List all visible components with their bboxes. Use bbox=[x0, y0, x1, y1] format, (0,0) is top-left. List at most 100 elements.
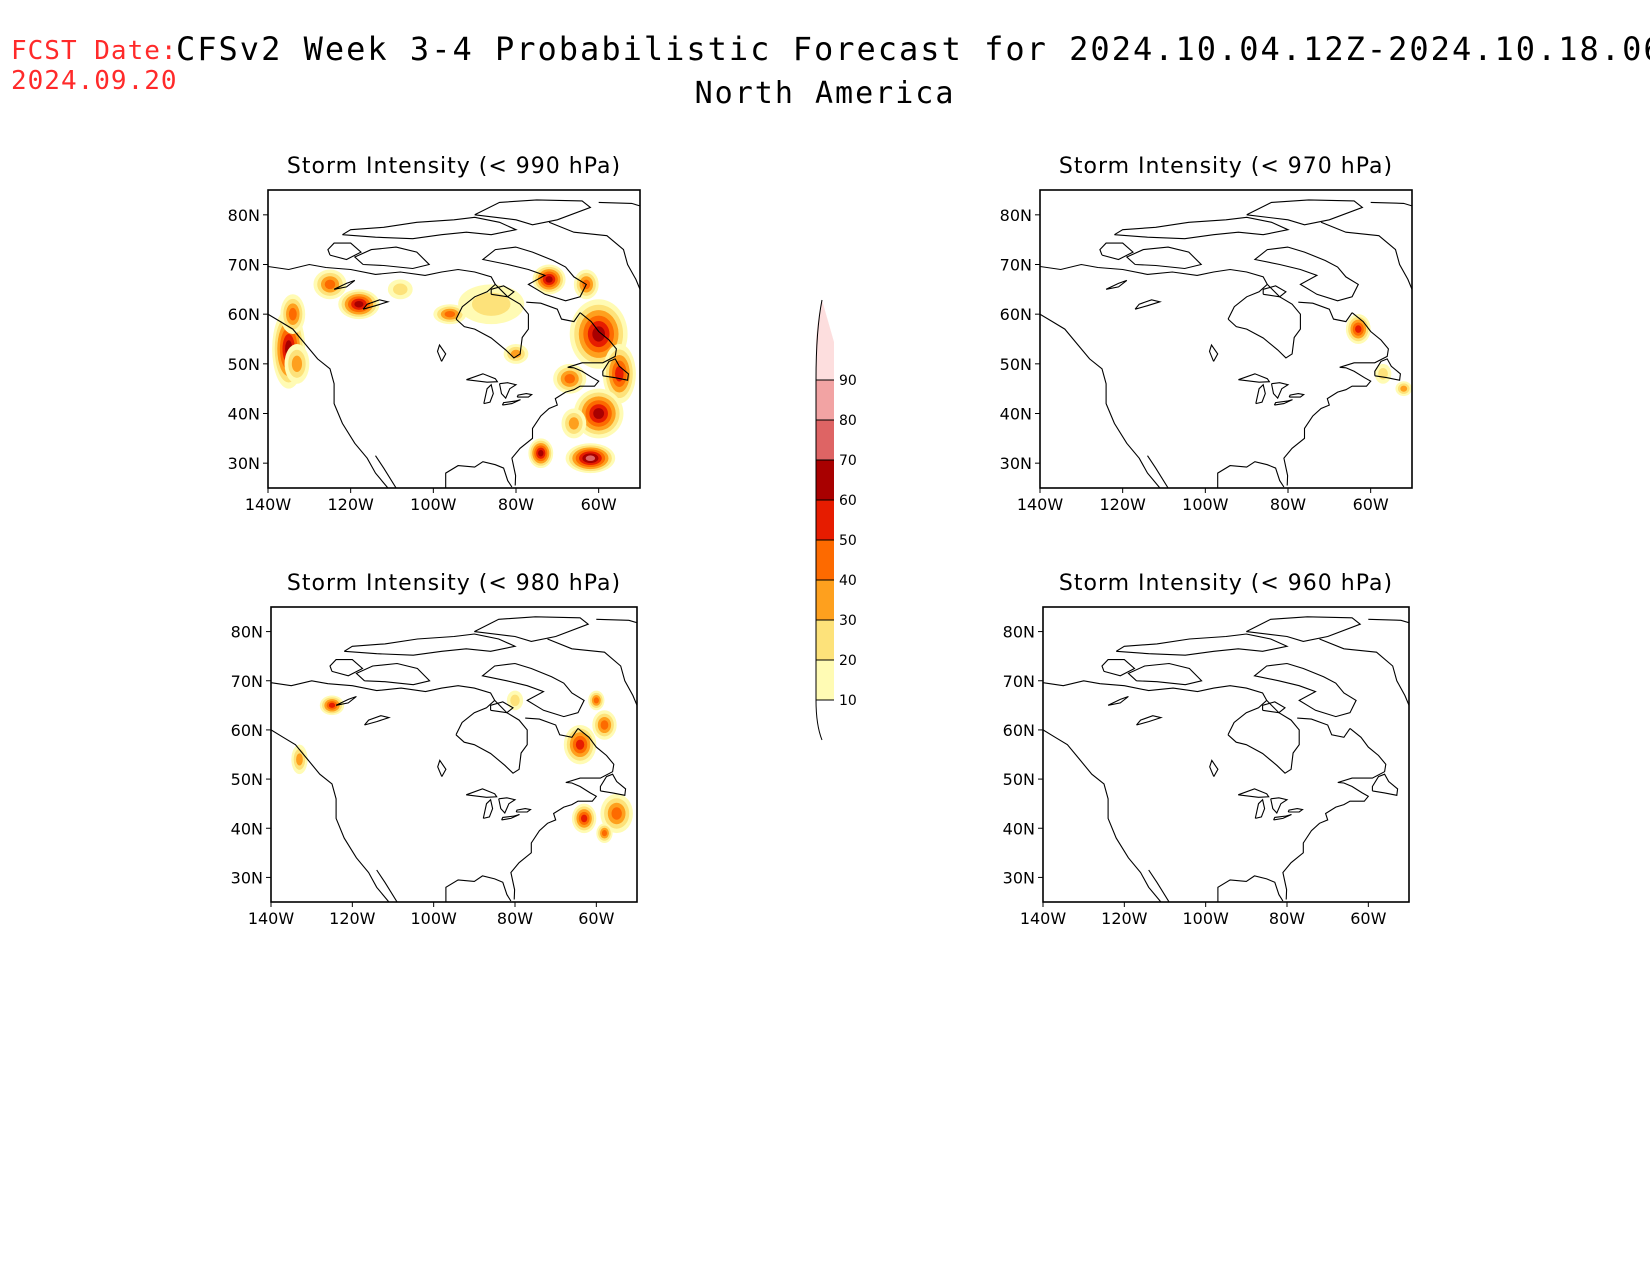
coastline bbox=[1101, 659, 1136, 677]
coastline bbox=[364, 715, 391, 726]
blob-level-40 bbox=[601, 830, 608, 837]
colorbar-tick-label: 40 bbox=[839, 573, 857, 589]
map-panel-p970: Storm Intensity (< 970 hPa) 140W 120W 100W 8… bbox=[1000, 154, 1413, 514]
coastlines bbox=[268, 199, 640, 488]
probability-blob bbox=[387, 279, 413, 300]
probability-blob bbox=[280, 294, 306, 335]
coastline bbox=[1270, 797, 1289, 814]
map-area bbox=[1043, 616, 1409, 902]
probability-blob bbox=[291, 744, 308, 775]
colorbar-segment bbox=[816, 380, 834, 420]
coastline bbox=[1125, 246, 1203, 270]
blob-level-60 bbox=[538, 449, 544, 457]
probability-blob bbox=[458, 284, 525, 325]
panel-title: Storm Intensity (< 990 hPa) bbox=[287, 154, 621, 179]
lon-tick-label: 120W bbox=[327, 495, 374, 514]
coastline bbox=[353, 246, 431, 270]
lat-tick-label: 50N bbox=[1003, 770, 1035, 789]
coastline bbox=[483, 383, 494, 405]
probability-blob bbox=[319, 695, 345, 716]
lon-tick-label: 80W bbox=[1269, 909, 1305, 928]
coastline bbox=[602, 358, 629, 381]
lon-tick-label: 100W bbox=[410, 909, 457, 928]
blob-level-70 bbox=[585, 455, 596, 462]
colorbar-tick-label: 90 bbox=[839, 373, 857, 389]
colorbar-tick-label: 80 bbox=[839, 413, 857, 429]
lon-tick-label: 120W bbox=[1101, 909, 1148, 928]
panel-title: Storm Intensity (< 970 hPa) bbox=[1059, 154, 1393, 179]
coastline bbox=[1217, 461, 1285, 488]
coastline bbox=[501, 399, 521, 406]
coastline bbox=[329, 659, 364, 677]
probability-blob bbox=[284, 343, 310, 384]
probability-blob bbox=[532, 264, 566, 295]
lat-tick-label: 70N bbox=[231, 672, 263, 691]
lat-tick-label: 30N bbox=[231, 868, 263, 887]
coastline bbox=[1043, 729, 1162, 902]
coastline bbox=[1298, 301, 1353, 323]
probability-blob bbox=[563, 725, 597, 765]
coastline bbox=[271, 680, 496, 701]
colorbar-segment bbox=[816, 500, 834, 540]
coastline bbox=[437, 759, 447, 777]
blob-level-50 bbox=[580, 814, 588, 823]
lat-tick-label: 70N bbox=[1000, 256, 1032, 275]
probability-blob bbox=[1345, 314, 1371, 344]
coastline bbox=[1238, 373, 1271, 383]
coastline bbox=[510, 727, 615, 900]
colorbar-tick-label: 50 bbox=[839, 533, 857, 549]
probability-blob bbox=[338, 289, 380, 320]
lon-tick-label: 80W bbox=[498, 495, 534, 514]
blob-level-40 bbox=[611, 807, 622, 820]
coastline bbox=[1040, 313, 1161, 488]
map-frame bbox=[267, 189, 641, 489]
colorbar-segment bbox=[816, 540, 834, 580]
probability-blob bbox=[506, 690, 524, 711]
blob-level-30 bbox=[291, 355, 303, 373]
coastline bbox=[271, 729, 390, 902]
coastline bbox=[1238, 788, 1270, 798]
lon-tick-label: 80W bbox=[497, 909, 533, 928]
coastline bbox=[376, 869, 398, 902]
forecast-date-value: 2024.09.20 bbox=[11, 66, 178, 96]
colorbar-tick-label: 60 bbox=[839, 493, 857, 509]
coastline bbox=[481, 662, 585, 718]
coastline bbox=[1105, 279, 1128, 290]
blob-level-20 bbox=[393, 283, 408, 296]
blob-level-40 bbox=[600, 720, 609, 730]
coastline bbox=[1246, 199, 1364, 226]
blob-level-30 bbox=[510, 349, 522, 358]
coastline bbox=[268, 263, 496, 285]
coastline bbox=[362, 299, 390, 310]
blob-level-50 bbox=[575, 739, 585, 750]
coastline bbox=[1253, 246, 1360, 302]
coastline bbox=[1368, 618, 1409, 624]
blob-level-40 bbox=[593, 697, 599, 704]
map-area bbox=[271, 616, 637, 902]
lat-tick-label: 80N bbox=[1000, 206, 1032, 225]
coastline bbox=[501, 813, 520, 821]
blob-level-20 bbox=[510, 694, 520, 707]
coastline bbox=[482, 798, 494, 819]
lon-tick-label: 140W bbox=[1020, 909, 1067, 928]
blob-level-60 bbox=[593, 408, 605, 419]
lon-tick-label: 60W bbox=[1350, 909, 1386, 928]
coastline bbox=[466, 373, 499, 383]
lat-tick-label: 60N bbox=[1003, 721, 1035, 740]
coastline bbox=[1115, 633, 1289, 656]
lat-tick-label: 80N bbox=[231, 623, 263, 642]
coastline bbox=[1227, 699, 1300, 774]
blob-level-40 bbox=[288, 307, 297, 321]
forecast-date-label: FCST Date: bbox=[11, 36, 178, 66]
coastline bbox=[481, 246, 588, 302]
lat-tick-label: 40N bbox=[228, 405, 260, 424]
coastline bbox=[1255, 383, 1266, 405]
lat-tick-label: 40N bbox=[1000, 405, 1032, 424]
coastline bbox=[1099, 242, 1134, 261]
coastline bbox=[327, 242, 362, 261]
coastline bbox=[1262, 285, 1287, 298]
lat-tick-label: 40N bbox=[1003, 819, 1035, 838]
coastline bbox=[1320, 221, 1412, 290]
coastline bbox=[333, 279, 356, 290]
lat-tick-label: 30N bbox=[228, 454, 260, 473]
